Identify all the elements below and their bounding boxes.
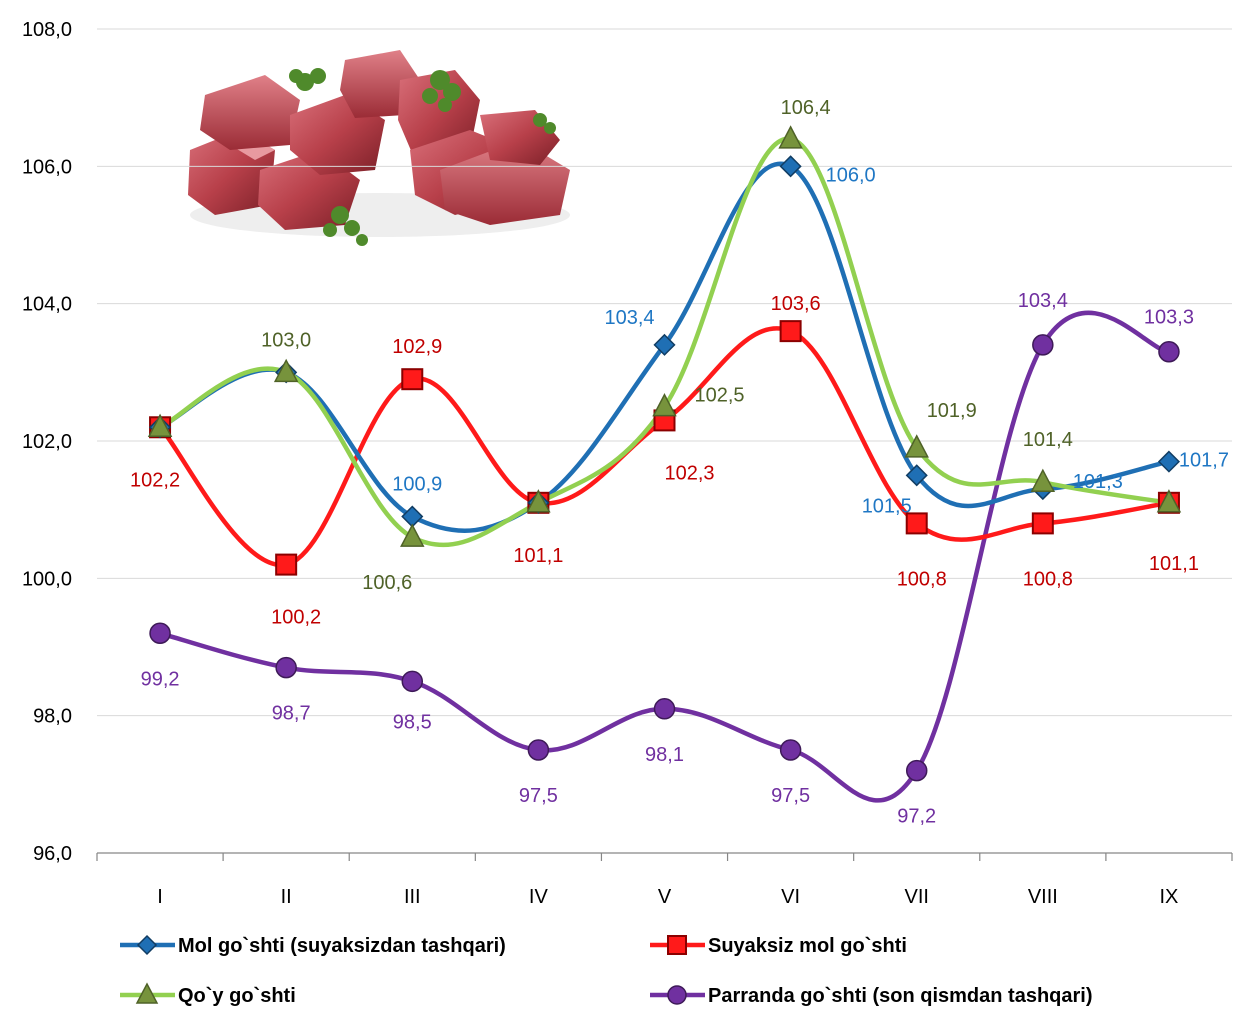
x-tick-label: V (658, 886, 672, 908)
x-tick-label: IV (529, 886, 549, 908)
data-label-3-8: 103,3 (1144, 307, 1194, 329)
data-label-3-3: 97,5 (519, 785, 558, 807)
data-labels: 100,9 103,4 106,0 101,5 101,3 101,7 102,2 100,2… (130, 97, 1229, 828)
legend-marker (136, 934, 158, 956)
series-line-0 (157, 161, 1172, 533)
data-point-0-6 (905, 464, 928, 487)
series-line-1 (157, 326, 1172, 567)
series-markers (147, 125, 1182, 782)
data-point-2-1 (273, 358, 299, 383)
x-tick-label: VIII (1028, 886, 1058, 908)
data-label-2-5: 106,4 (781, 97, 831, 119)
legend-item-3: Parranda go`shti (son qismdan tashqari) (650, 985, 1093, 1007)
data-point-3-1 (275, 656, 297, 679)
data-point-1-5 (779, 320, 802, 343)
legend: Mol go`shti (suyaksizdan tashqari) Suyaks… (120, 934, 1093, 1007)
data-label-2-2: 100,6 (362, 572, 412, 594)
series-lines (157, 136, 1172, 803)
x-tick-label: VII (904, 886, 928, 908)
data-label-1-4: 102,3 (664, 462, 714, 484)
data-label-0-6: 101,5 (862, 495, 912, 517)
data-point-3-5 (779, 739, 802, 761)
data-point-2-3 (526, 489, 551, 513)
data-point-0-8 (1157, 450, 1181, 473)
y-tick-label: 108,0 (22, 19, 72, 41)
x-tick-label: VI (781, 886, 800, 908)
data-label-1-3: 101,1 (513, 545, 563, 567)
data-label-2-6: 101,9 (927, 400, 977, 422)
data-point-2-6 (904, 434, 929, 458)
series-line-3 (157, 310, 1172, 803)
y-tick-label: 102,0 (22, 431, 72, 453)
data-label-1-7: 100,8 (1023, 568, 1073, 590)
data-point-2-8 (1156, 489, 1182, 513)
data-label-1-8: 101,1 (1149, 553, 1199, 575)
legend-label: Parranda go`shti (son qismdan tashqari) (708, 985, 1093, 1007)
data-label-3-5: 97,5 (771, 785, 810, 807)
data-label-0-2: 100,9 (392, 474, 442, 496)
legend-item-0: Mol go`shti (suyaksizdan tashqari) (120, 934, 506, 957)
data-point-3-3 (527, 739, 550, 761)
legend-item-2: Qo`y go`shti (120, 982, 296, 1007)
data-label-3-7: 103,4 (1018, 290, 1068, 312)
data-label-3-4: 98,1 (645, 744, 684, 766)
data-label-2-1: 103,0 (261, 329, 311, 351)
legend-marker (135, 982, 159, 1004)
x-tick-label: II (281, 886, 292, 908)
data-point-2-5 (778, 125, 803, 149)
legend-item-1: Suyaksiz mol go`shti (650, 935, 907, 957)
data-label-1-6: 100,8 (897, 568, 947, 590)
data-label-3-0: 99,2 (141, 668, 180, 690)
data-point-1-6 (905, 512, 928, 535)
data-point-3-2 (401, 670, 424, 693)
legend-label: Suyaksiz mol go`shti (708, 935, 907, 957)
y-tick-label: 96,0 (33, 843, 72, 865)
data-label-1-1: 100,2 (271, 607, 321, 629)
legend-marker (667, 985, 687, 1005)
data-point-3-8 (1158, 340, 1180, 363)
data-point-1-1 (275, 553, 298, 576)
data-label-0-7: 101,3 (1073, 471, 1123, 493)
data-label-3-2: 98,5 (393, 711, 432, 733)
data-point-1-7 (1031, 512, 1054, 535)
data-point-3-4 (653, 698, 676, 720)
meat-picture-icon (188, 50, 570, 246)
data-point-2-0 (147, 413, 173, 438)
data-point-3-7 (1032, 334, 1054, 356)
data-label-2-4: 102,5 (694, 385, 744, 407)
data-label-2-7: 101,4 (1023, 429, 1073, 451)
data-point-3-6 (905, 759, 928, 782)
data-point-1-2 (401, 368, 424, 391)
data-label-3-1: 98,7 (272, 703, 311, 725)
data-label-1-2: 102,9 (392, 336, 442, 358)
x-tick-label: I (157, 886, 163, 908)
data-label-0-5: 106,0 (826, 164, 876, 186)
x-tick-label: III (404, 886, 421, 908)
series-line-2 (157, 136, 1172, 548)
data-label-0-8: 101,7 (1179, 450, 1229, 472)
data-label-1-0: 102,2 (130, 469, 180, 491)
data-label-0-4: 103,4 (604, 307, 654, 329)
legend-marker (667, 935, 687, 955)
data-label-1-5: 103,6 (771, 293, 821, 315)
legend-label: Mol go`shti (suyaksizdan tashqari) (178, 935, 506, 957)
legend-label: Qo`y go`shti (178, 985, 296, 1007)
data-point-2-2 (400, 523, 425, 547)
data-point-0-5 (779, 155, 802, 178)
data-point-0-4 (653, 333, 676, 356)
data-point-3-0 (149, 622, 171, 645)
y-tick-label: 106,0 (22, 156, 72, 178)
y-tick-label: 104,0 (22, 294, 72, 316)
x-tick-label: IX (1159, 886, 1178, 908)
data-point-2-7 (1030, 468, 1056, 492)
y-tick-label: 100,0 (22, 568, 72, 590)
data-label-3-6: 97,2 (897, 806, 936, 828)
data-point-2-4 (652, 393, 677, 417)
y-tick-label: 98,0 (33, 706, 72, 728)
